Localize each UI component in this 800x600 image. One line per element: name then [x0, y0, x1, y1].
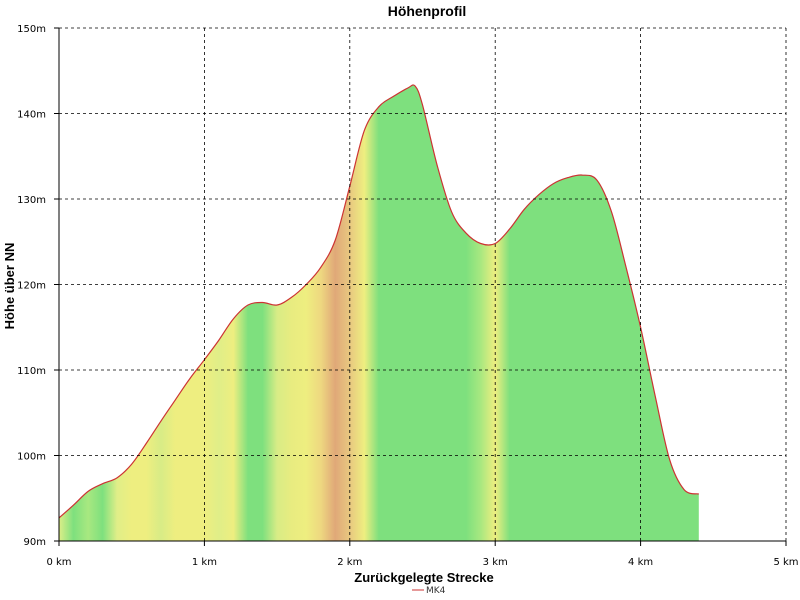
data-point — [436, 164, 438, 166]
x-tick-label: 1 km — [192, 557, 217, 568]
data-point — [611, 211, 613, 213]
data-point — [414, 85, 416, 87]
y-tick-label: 130m — [17, 195, 46, 206]
y-axis-title: Höhe über NN — [2, 243, 17, 330]
data-point — [669, 459, 671, 461]
x-tick-label: 3 km — [483, 557, 508, 568]
data-point — [262, 302, 264, 304]
legend-label: MK4 — [426, 586, 446, 596]
chart-title: Höhenprofil — [388, 3, 467, 19]
data-point — [465, 232, 467, 234]
elevation-area-fill — [59, 84, 699, 541]
y-tick-label: 120m — [17, 281, 46, 292]
axes: 0 km 1 km 2 km 3 km 4 km 5 km 90m 100m 110m 120m 1… — [17, 24, 798, 568]
data-point — [291, 297, 293, 299]
data-point — [567, 177, 569, 179]
data-point — [320, 267, 322, 269]
data-point — [73, 504, 75, 506]
data-point — [378, 106, 380, 108]
data-point — [145, 443, 147, 445]
data-point — [276, 304, 278, 306]
data-point — [640, 327, 642, 329]
data-point — [422, 104, 424, 106]
x-axis-title: Zurückgelegte Strecke — [354, 570, 493, 585]
data-point — [683, 489, 685, 491]
data-point — [102, 483, 104, 485]
data-point — [654, 395, 656, 397]
y-tick-label: 110m — [17, 366, 46, 377]
data-point — [524, 209, 526, 211]
elevation-line — [58, 84, 699, 519]
data-point — [393, 96, 395, 98]
data-point — [480, 243, 482, 245]
data-point — [625, 267, 627, 269]
data-point — [247, 304, 249, 306]
data-point — [175, 399, 177, 401]
x-tick-label: 2 km — [337, 557, 362, 568]
data-point — [451, 211, 453, 213]
data-point — [160, 421, 162, 423]
data-point — [364, 130, 366, 132]
data-point — [189, 378, 191, 380]
data-point — [698, 493, 700, 495]
y-tick-label: 140m — [17, 110, 46, 121]
data-point — [538, 194, 540, 196]
data-point — [233, 318, 235, 320]
data-point — [87, 491, 89, 493]
data-point — [335, 239, 337, 241]
y-tick-label: 100m — [17, 452, 46, 463]
legend: MK4 — [412, 586, 446, 596]
x-tick-label: 5 km — [773, 557, 798, 568]
y-tick-label: 90m — [24, 537, 46, 548]
data-point — [116, 477, 118, 479]
plot-area — [58, 84, 700, 541]
data-point — [582, 174, 584, 176]
data-point — [131, 463, 133, 465]
data-point — [596, 179, 598, 181]
data-point — [218, 339, 220, 341]
data-point — [509, 228, 511, 230]
x-tick-label: 4 km — [628, 557, 653, 568]
x-tick-label: 0 km — [46, 557, 71, 568]
y-tick-label: 150m — [17, 24, 46, 35]
data-point — [553, 183, 555, 185]
data-point — [407, 87, 409, 89]
